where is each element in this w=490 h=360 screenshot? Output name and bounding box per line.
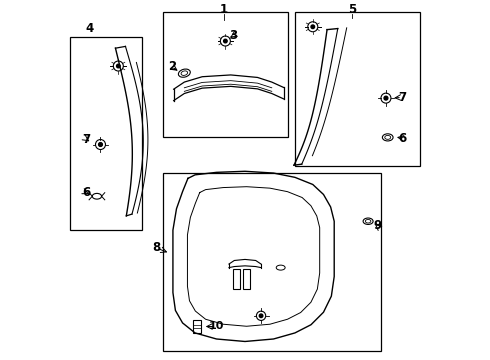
Circle shape — [98, 143, 102, 147]
Text: 7: 7 — [82, 133, 90, 146]
Bar — [70, 37, 142, 230]
Text: 3: 3 — [229, 29, 238, 42]
Bar — [163, 173, 381, 351]
Text: 4: 4 — [85, 22, 93, 35]
Text: 10: 10 — [209, 321, 224, 332]
Text: 6: 6 — [82, 186, 90, 199]
Bar — [163, 13, 288, 138]
Circle shape — [223, 39, 227, 43]
Text: 9: 9 — [373, 219, 381, 232]
Bar — [243, 269, 250, 289]
Bar — [233, 269, 240, 289]
Circle shape — [311, 25, 315, 28]
Bar — [295, 13, 420, 166]
Text: 5: 5 — [348, 3, 356, 16]
Text: 6: 6 — [398, 132, 406, 145]
Circle shape — [384, 96, 388, 100]
Text: 8: 8 — [152, 242, 161, 255]
Text: 1: 1 — [220, 3, 228, 16]
Bar — [193, 320, 201, 333]
Circle shape — [259, 314, 263, 318]
Circle shape — [117, 64, 120, 68]
Text: 2: 2 — [168, 60, 176, 73]
Text: 7: 7 — [398, 91, 406, 104]
